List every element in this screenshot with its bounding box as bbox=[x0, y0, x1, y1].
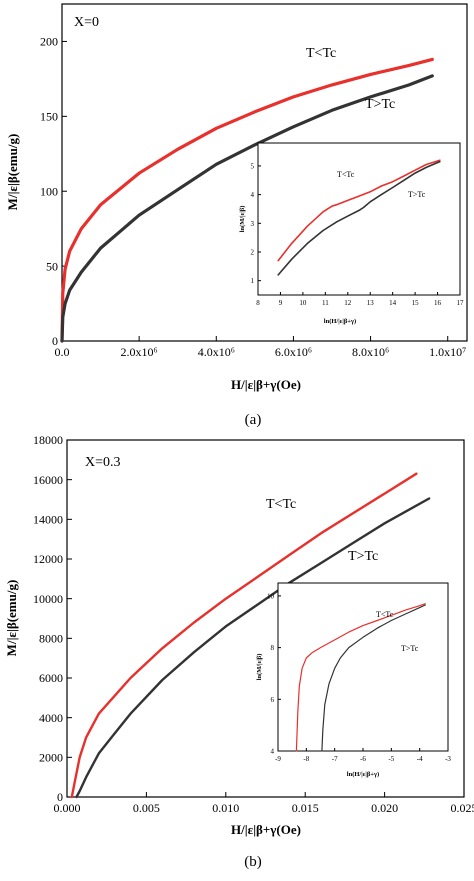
x-tick-label: -5 bbox=[388, 755, 394, 763]
y-tick-label: 8000 bbox=[39, 632, 63, 646]
y-tick-label: 4 bbox=[271, 747, 275, 755]
panel-a-inset-y-title: ln(M/|ε|β) bbox=[239, 206, 246, 233]
y-tick-label: 150 bbox=[40, 110, 58, 124]
y-tick-label: 18000 bbox=[33, 433, 63, 447]
x-tick-label: -9 bbox=[275, 755, 281, 763]
y-tick-label: 2 bbox=[251, 248, 255, 256]
panel-b-annotation: X=0.3 bbox=[85, 455, 121, 470]
panel-b-series-label-t-greater: T>Tc bbox=[348, 549, 378, 564]
x-tick-label: 0.000 bbox=[54, 801, 81, 815]
y-tick-label: 10 bbox=[267, 592, 275, 600]
y-tick-label: 5 bbox=[251, 162, 255, 170]
panel-a-inset-label-t-less: T<Tc bbox=[337, 170, 355, 179]
panel-a-inset-x-title: ln(H/|ε|β+γ) bbox=[324, 318, 356, 325]
x-tick-label: -3 bbox=[445, 755, 451, 763]
panel-b-y-ticks: 0200040006000800010000120001400016000180… bbox=[33, 433, 72, 804]
y-tick-label: 4000 bbox=[39, 711, 63, 725]
panel-a-annotation: X=0 bbox=[74, 15, 99, 30]
x-tick-label: -7 bbox=[332, 755, 338, 763]
y-tick-label: 8 bbox=[271, 644, 275, 652]
y-tick-label: 12000 bbox=[33, 552, 63, 566]
x-tick-label: 15 bbox=[412, 299, 420, 307]
y-tick-label: 6000 bbox=[39, 671, 63, 685]
y-tick-label: 200 bbox=[40, 35, 58, 49]
y-tick-label: 3 bbox=[251, 220, 255, 228]
y-tick-label: 10000 bbox=[33, 592, 63, 606]
panel-b-y-title: M/|ε|β(emu/g) bbox=[4, 580, 19, 657]
x-tick-label: 1.0x10⁷ bbox=[429, 345, 466, 359]
panel-a-x-title: H/|ε|β+γ(Oe) bbox=[231, 377, 301, 392]
panel-b-x-title: H/|ε|β+γ(Oe) bbox=[231, 822, 301, 837]
y-tick-label: 100 bbox=[40, 184, 58, 198]
x-tick-label: 4.0x10⁶ bbox=[198, 345, 235, 359]
panel-b-inset-frame bbox=[278, 583, 448, 751]
x-tick-label: 0.010 bbox=[212, 801, 239, 815]
x-tick-label: 17 bbox=[457, 299, 465, 307]
y-tick-label: 1 bbox=[251, 277, 255, 285]
x-tick-label: -4 bbox=[417, 755, 423, 763]
x-tick-label: 8 bbox=[256, 299, 260, 307]
x-tick-label: 11 bbox=[322, 299, 329, 307]
panel-a-inset-label-t-greater: T>Tc bbox=[408, 190, 426, 199]
x-tick-label: 0.025 bbox=[451, 801, 474, 815]
panel-a-series-label-t-greater: T>Tc bbox=[365, 97, 395, 112]
x-tick-label: 13 bbox=[367, 299, 375, 307]
x-tick-label: 14 bbox=[389, 299, 397, 307]
panel-b-inset-y-title: ln(M/|ε|β) bbox=[256, 654, 263, 681]
panel-b-series-label-t-less: T<Tc bbox=[266, 497, 296, 512]
x-tick-label: 2.0x10⁶ bbox=[121, 345, 158, 359]
x-tick-label: -6 bbox=[360, 755, 366, 763]
x-tick-label: 0.005 bbox=[133, 801, 160, 815]
panel-b-inset-x-title: ln(H/|ε|β+γ) bbox=[347, 771, 379, 778]
x-tick-label: 10 bbox=[299, 299, 307, 307]
x-tick-label: 12 bbox=[344, 299, 352, 307]
x-tick-label: 8.0x10⁶ bbox=[352, 345, 389, 359]
panel-a-series-label-t-less: T<Tc bbox=[306, 46, 336, 61]
x-tick-label: 9 bbox=[279, 299, 283, 307]
y-tick-label: 4 bbox=[251, 191, 255, 199]
y-tick-label: 50 bbox=[46, 259, 58, 273]
x-tick-label: 0.020 bbox=[371, 801, 398, 815]
panel-b-inset-label-t-less: T<Tc bbox=[376, 610, 394, 619]
x-tick-label: 0.0 bbox=[55, 345, 70, 359]
x-tick-label: 6.0x10⁶ bbox=[275, 345, 312, 359]
panel-a-y-title: M/|ε|β(emu/g) bbox=[5, 134, 20, 211]
panel-a-x-ticks: 0.0 2.0x10⁶ 4.0x10⁶ 6.0x10⁶ 8.0x10⁶ 1.0x10⁷ bbox=[55, 336, 467, 359]
x-tick-label: -8 bbox=[303, 755, 309, 763]
x-tick-label: 16 bbox=[434, 299, 442, 307]
y-tick-label: 6 bbox=[271, 696, 275, 704]
x-tick-label: 0.015 bbox=[292, 801, 319, 815]
panel-b: X=0.3 0200040006000800010000120001400016… bbox=[4, 433, 474, 870]
y-tick-label: 14000 bbox=[33, 513, 63, 527]
y-tick-label: 2000 bbox=[39, 751, 63, 765]
panel-b-x-ticks: 0.000 0.005 0.010 0.015 0.020 0.025 bbox=[54, 792, 474, 815]
panel-b-inset-label-t-greater: T>Tc bbox=[401, 644, 419, 653]
panel-a-letter: (a) bbox=[245, 412, 262, 428]
y-tick-label: 16000 bbox=[33, 473, 63, 487]
panel-b-letter: (b) bbox=[244, 854, 262, 870]
